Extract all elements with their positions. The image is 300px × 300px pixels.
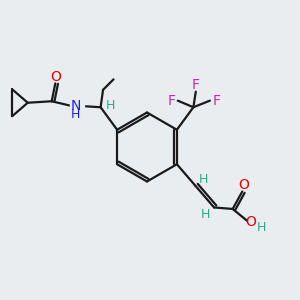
Text: O: O bbox=[238, 178, 249, 192]
Bar bbox=[51, 73, 60, 81]
Text: F: F bbox=[167, 94, 175, 108]
Text: O: O bbox=[245, 215, 256, 230]
Text: N: N bbox=[70, 99, 81, 113]
Bar bbox=[70, 100, 84, 112]
Text: F: F bbox=[212, 94, 220, 108]
Text: H: H bbox=[71, 108, 80, 121]
Text: O: O bbox=[50, 70, 61, 84]
Bar bbox=[248, 218, 261, 227]
Text: H: H bbox=[199, 173, 208, 186]
Text: H: H bbox=[257, 221, 266, 234]
Text: H: H bbox=[201, 208, 210, 220]
Text: F: F bbox=[192, 78, 200, 92]
Text: H: H bbox=[106, 99, 115, 112]
Bar bbox=[239, 181, 248, 189]
